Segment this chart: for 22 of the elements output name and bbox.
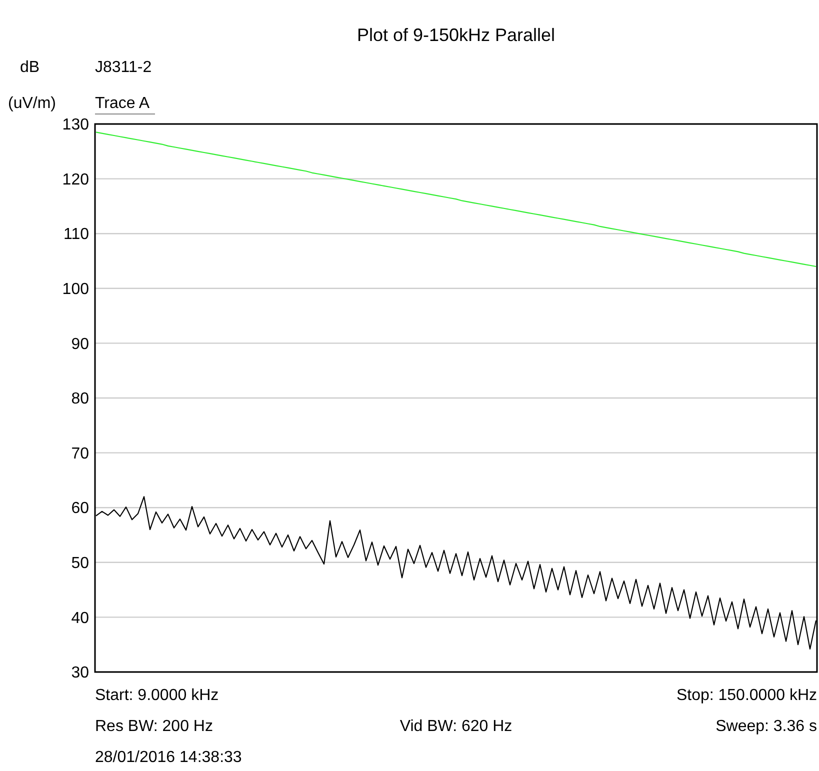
text: Start: 9.0000 kHz bbox=[95, 687, 219, 704]
text: Res BW: 200 Hz bbox=[95, 718, 213, 735]
y-tick-label: 40 bbox=[71, 610, 90, 627]
text: Trace A bbox=[95, 95, 150, 112]
y-tick-label: 30 bbox=[71, 664, 90, 682]
chart-title: Plot of 9-150kHz Parallel bbox=[356, 25, 556, 45]
y-tick-label: 130 bbox=[62, 116, 90, 134]
text: Sweep: 3.36 s bbox=[716, 718, 817, 735]
y-tick-label: 70 bbox=[71, 445, 90, 462]
y-tick-label: 100 bbox=[62, 281, 90, 298]
y-axis-title: dB (uV/m) bbox=[8, 59, 56, 112]
y-tick-label: 50 bbox=[71, 555, 90, 572]
text: 28/01/2016 14:38:33 bbox=[95, 749, 242, 766]
line-series bbox=[95, 132, 817, 268]
text: Stop: 150.0000 kHz bbox=[676, 687, 817, 704]
y-tick-label: 80 bbox=[71, 390, 90, 408]
y-tick-label: 90 bbox=[71, 336, 90, 353]
text: Vid BW: 620 Hz bbox=[400, 718, 512, 735]
y-tick-label: 110 bbox=[63, 226, 90, 244]
chart-subtitle: J8311-2 bbox=[95, 59, 152, 76]
y-tick-label: 120 bbox=[62, 171, 90, 188]
y-tick-label: 60 bbox=[71, 500, 90, 518]
